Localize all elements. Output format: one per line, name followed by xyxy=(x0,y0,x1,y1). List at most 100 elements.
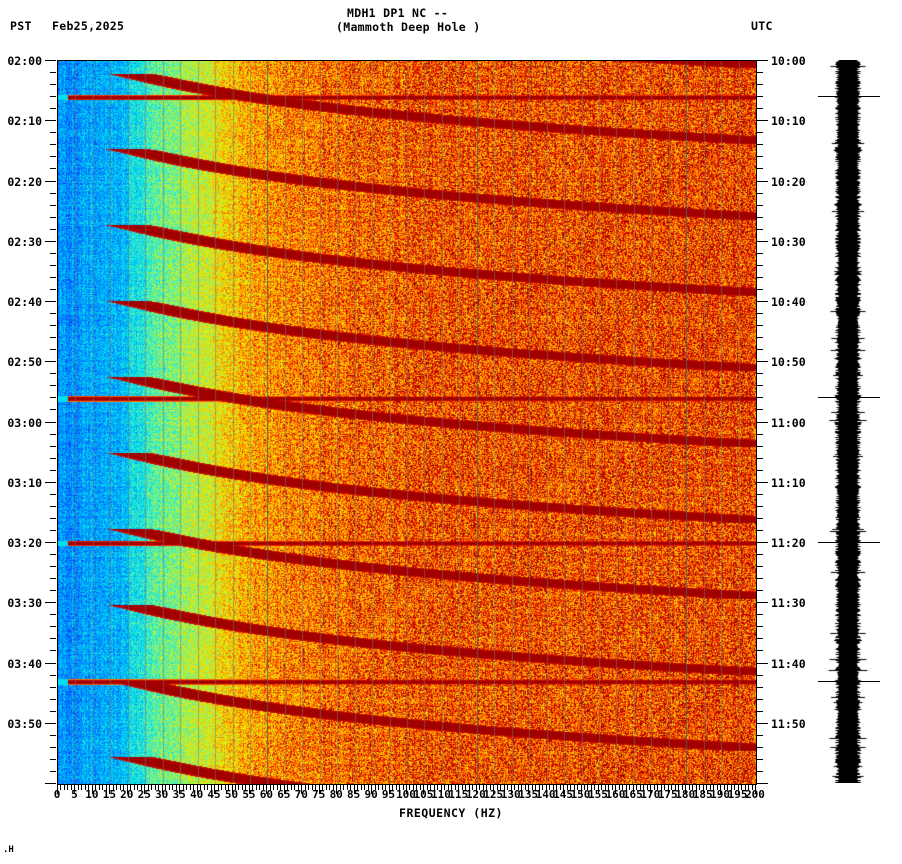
x-axis-label: 140 xyxy=(535,788,556,801)
x-axis-label: 170 xyxy=(640,788,661,801)
y-axis-label-pst: 02:50 xyxy=(7,355,42,369)
x-tick-minor xyxy=(553,785,554,790)
x-tick-minor xyxy=(245,785,246,790)
x-tick-minor xyxy=(727,785,728,790)
x-tick-minor xyxy=(116,785,117,790)
x-tick-minor xyxy=(752,785,753,790)
y-tick-minor-right xyxy=(757,530,763,531)
y-tick-minor-right xyxy=(757,638,763,639)
x-tick-major xyxy=(319,785,320,794)
x-tick-minor xyxy=(577,785,578,790)
x-axis-label: 65 xyxy=(277,788,291,801)
y-tick-minor-left xyxy=(50,265,56,266)
x-tick-minor xyxy=(427,785,428,790)
y-axis-label-utc: 11:50 xyxy=(771,717,806,731)
y-tick-minor-left xyxy=(50,108,56,109)
x-axis-title: FREQUENCY (HZ) xyxy=(399,806,503,820)
x-tick-minor xyxy=(207,785,208,790)
x-axis-label: 50 xyxy=(224,788,239,801)
y-tick-minor-right xyxy=(757,446,763,447)
x-tick-minor xyxy=(448,785,449,790)
y-tick-minor-left xyxy=(50,217,56,218)
x-tick-minor xyxy=(165,785,166,790)
x-tick-minor xyxy=(741,785,742,790)
x-axis-label: 105 xyxy=(413,788,434,801)
y-tick-major-left xyxy=(45,301,56,302)
y-tick-major-left xyxy=(45,783,56,784)
x-tick-minor xyxy=(678,785,679,790)
x-tick-minor xyxy=(99,785,100,790)
x-tick-minor xyxy=(584,785,585,790)
x-axis-label: 180 xyxy=(675,788,696,801)
x-tick-minor xyxy=(211,785,212,790)
y-tick-minor-right xyxy=(757,217,763,218)
x-tick-minor xyxy=(368,785,369,790)
x-axis-label: 130 xyxy=(500,788,521,801)
y-tick-minor-left xyxy=(50,771,56,772)
x-tick-minor xyxy=(622,785,623,790)
y-axis-label-pst: 03:40 xyxy=(7,657,42,671)
y-tick-minor-right xyxy=(757,205,763,206)
x-tick-minor xyxy=(204,785,205,790)
y-tick-minor-left xyxy=(50,747,56,748)
x-tick-minor xyxy=(277,785,278,790)
x-axis-label: 40 xyxy=(189,788,204,801)
y-tick-minor-right xyxy=(757,337,763,338)
x-tick-major xyxy=(214,785,215,794)
x-tick-minor xyxy=(619,785,620,790)
x-tick-major xyxy=(74,785,75,794)
y-axis-label-utc: 10:50 xyxy=(771,355,806,369)
x-axis-label: 85 xyxy=(347,788,361,801)
x-tick-major xyxy=(57,785,58,794)
x-tick-minor xyxy=(396,785,397,790)
y-axis-label-utc: 11:30 xyxy=(771,596,806,610)
y-tick-major-right xyxy=(757,422,768,423)
x-axis-label: 30 xyxy=(155,788,169,801)
y-tick-major-left xyxy=(45,241,56,242)
x-axis-label: 95 xyxy=(381,788,396,801)
y-tick-minor-left xyxy=(50,84,56,85)
x-axis-label: 55 xyxy=(242,788,256,801)
x-tick-major xyxy=(528,785,529,794)
x-tick-major xyxy=(197,785,198,794)
y-tick-minor-left xyxy=(50,397,56,398)
x-tick-minor xyxy=(256,785,257,790)
x-tick-minor xyxy=(399,785,400,790)
y-tick-minor-right xyxy=(757,385,763,386)
x-tick-minor xyxy=(539,785,540,790)
y-tick-minor-left xyxy=(50,132,56,133)
x-axis-label: 160 xyxy=(605,788,626,801)
x-tick-major xyxy=(650,785,651,794)
x-axis-label: 90 xyxy=(364,788,378,801)
y-tick-minor-right xyxy=(757,759,763,760)
x-tick-minor xyxy=(647,785,648,790)
y-tick-minor-left xyxy=(50,72,56,73)
y-tick-major-left xyxy=(45,422,56,423)
spectrogram-plot-area[interactable] xyxy=(57,60,757,785)
x-tick-minor xyxy=(657,785,658,790)
y-tick-minor-right xyxy=(757,373,763,374)
x-axis-label: 20 xyxy=(120,788,134,801)
x-tick-minor xyxy=(675,785,676,790)
x-tick-minor xyxy=(416,785,417,790)
x-tick-minor xyxy=(710,785,711,790)
x-axis-label: 45 xyxy=(207,788,221,801)
y-tick-minor-left xyxy=(50,349,56,350)
spectrogram-image[interactable] xyxy=(58,61,756,784)
x-tick-minor xyxy=(252,785,253,790)
y-axis-label-utc: 10:20 xyxy=(771,175,806,189)
x-tick-major xyxy=(301,785,302,794)
x-tick-major xyxy=(685,785,686,794)
x-tick-major xyxy=(389,785,390,794)
x-axis-label: 190 xyxy=(710,788,731,801)
y-tick-minor-left xyxy=(50,759,56,760)
y-tick-minor-left xyxy=(50,590,56,591)
y-tick-minor-left xyxy=(50,458,56,459)
y-axis-label-utc: 11:40 xyxy=(771,657,806,671)
y-tick-minor-left xyxy=(50,711,56,712)
y-axis-label-utc: 11:20 xyxy=(771,536,806,550)
y-tick-minor-right xyxy=(757,289,763,290)
y-tick-minor-right xyxy=(757,554,763,555)
x-tick-major xyxy=(406,785,407,794)
y-tick-major-left xyxy=(45,723,56,724)
